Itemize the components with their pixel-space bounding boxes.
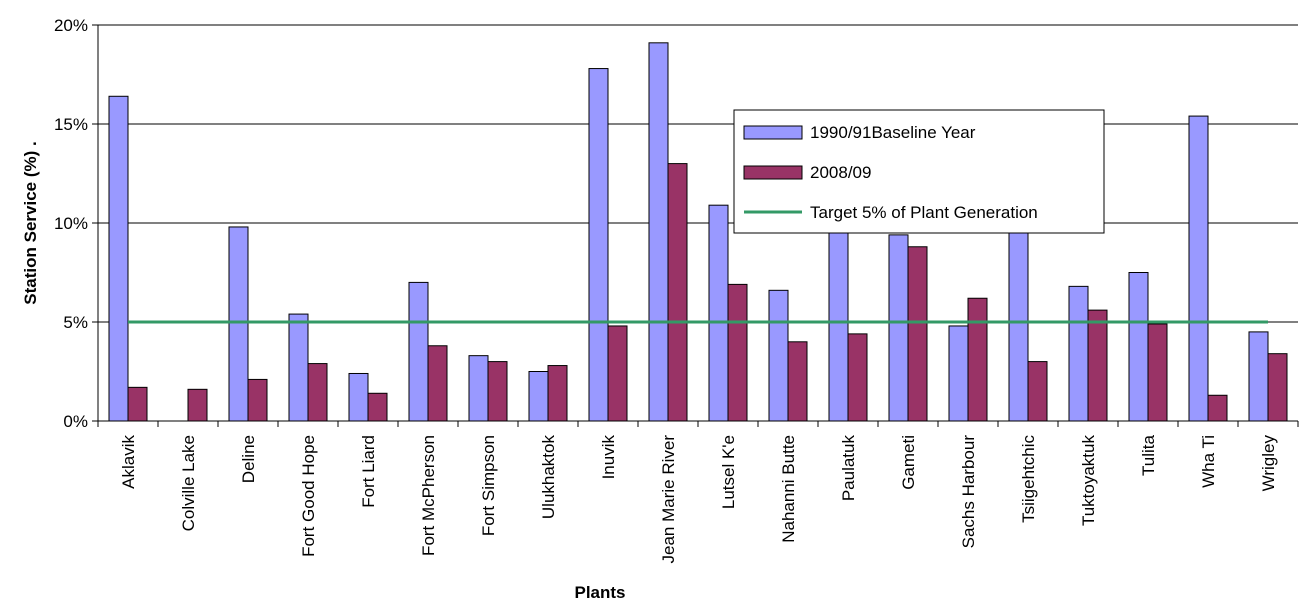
category-label: Fort McPherson [419,435,438,556]
bar-2008-09 [488,362,507,421]
legend-swatch [744,126,802,139]
bar-2008-09 [188,389,207,421]
bar-2008-09 [728,284,747,421]
category-label: Colville Lake [179,435,198,531]
bar-baseline [1129,273,1148,422]
bar-baseline [709,205,728,421]
legend-label: 2008/09 [810,163,871,182]
bar-baseline [349,373,368,421]
y-tick-label: 5% [63,313,88,332]
category-label: Lutsel K'e [719,435,738,509]
bar-2008-09 [788,342,807,421]
category-label: Tuktoyaktuk [1079,435,1098,527]
bars [109,43,1287,421]
y-tick-label: 0% [63,412,88,431]
bar-baseline [1069,286,1088,421]
bar-2008-09 [848,334,867,421]
bar-2008-09 [668,164,687,421]
bar-2008-09 [308,364,327,421]
category-label: Nahanni Butte [779,435,798,543]
bar-baseline [889,235,908,421]
category-label: Wha Ti [1199,435,1218,488]
category-label: Fort Good Hope [299,435,318,557]
category-labels: Aklavik Colville Lake Deline Fort Good Hope… [119,434,1278,563]
bar-baseline [769,290,788,421]
category-label: Deline [239,435,258,483]
bar-2008-09 [368,393,387,421]
category-label: Inuvik [599,435,618,480]
bar-2008-09 [968,298,987,421]
bar-baseline [289,314,308,421]
category-label: Tsiigehtchic [1019,435,1038,523]
bar-baseline [409,282,428,421]
bar-2008-09 [1268,354,1287,421]
category-label: Jean Marie River [659,435,678,564]
category-label: Fort Simpson [479,435,498,536]
bar-baseline [109,96,128,421]
legend-label: Target 5% of Plant Generation [810,203,1038,222]
bar-baseline [1249,332,1268,421]
category-label: Ulukhaktok [539,435,558,520]
bar-2008-09 [1088,310,1107,421]
bar-baseline [649,43,668,421]
y-tick-label: 15% [54,115,88,134]
bar-2008-09 [608,326,627,421]
bar-2008-09 [548,366,567,421]
legend-label: 1990/91Baseline Year [810,123,976,142]
bar-2008-09 [1208,395,1227,421]
category-label: Tulita [1139,434,1158,475]
y-axis-ticks: 0% 5% 10% 15% 20% [54,16,98,431]
category-label: Aklavik [119,435,138,489]
bar-2008-09 [1148,324,1167,421]
x-axis-title: Plants [574,583,625,602]
bar-2008-09 [248,379,267,421]
bar-2008-09 [128,387,147,421]
bar-baseline [529,372,548,422]
category-label: Fort Liard [359,435,378,508]
bar-2008-09 [908,247,927,421]
legend: 1990/91Baseline Year 2008/09 Target 5% of … [734,110,1104,233]
bar-2008-09 [1028,362,1047,421]
bar-baseline [1189,116,1208,421]
bar-2008-09 [428,346,447,421]
y-tick-label: 20% [54,16,88,35]
category-label: Wrigley [1259,435,1278,492]
bar-baseline [589,69,608,421]
y-axis-title: Station Service (%) . [21,141,40,304]
bar-baseline [469,356,488,421]
gridlines [98,25,1298,421]
category-label: Paulatuk [839,435,858,502]
bar-baseline [229,227,248,421]
category-label: Sachs Harbour [959,435,978,549]
bar-baseline [949,326,968,421]
y-tick-label: 10% [54,214,88,233]
legend-swatch [744,166,802,179]
category-label: Gameti [899,435,918,490]
axes [98,25,1298,427]
